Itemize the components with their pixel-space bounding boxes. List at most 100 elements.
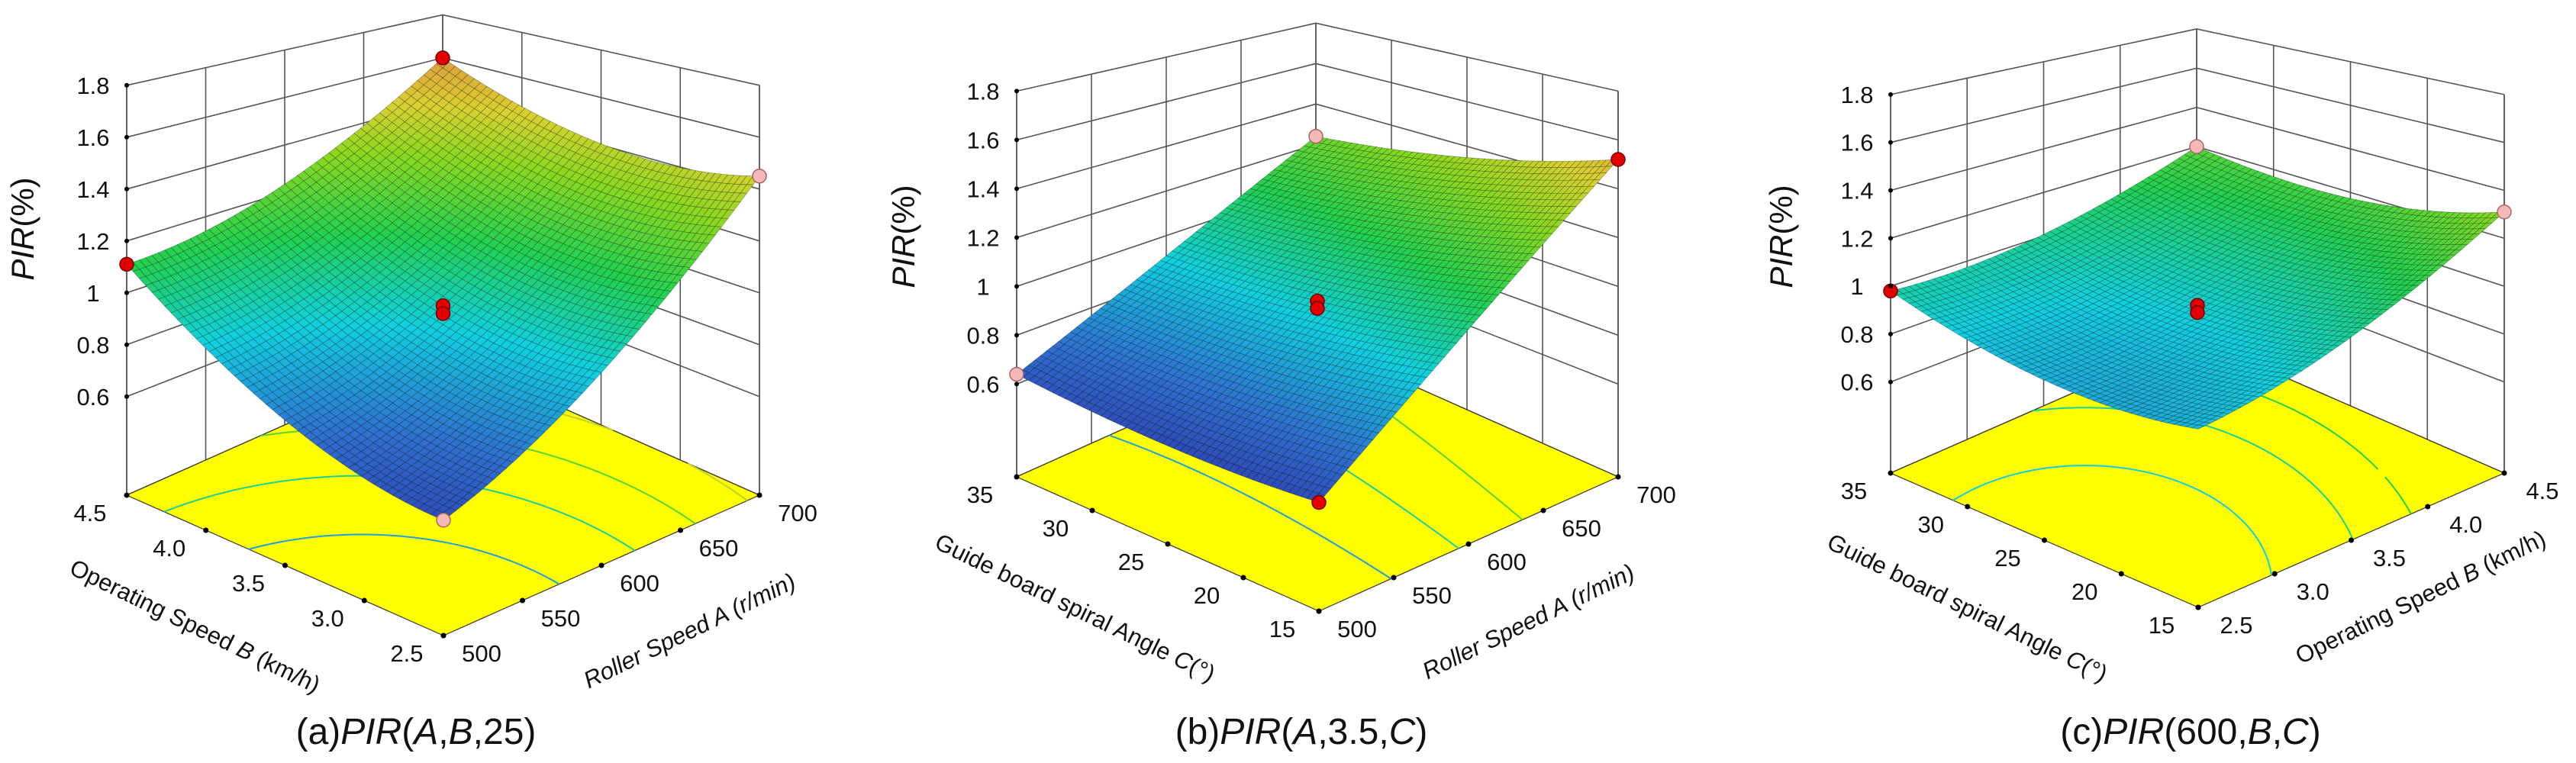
surface-cell bbox=[1389, 363, 1404, 372]
surface-cell bbox=[1515, 239, 1529, 247]
surface-cell bbox=[1124, 313, 1137, 321]
surface-cell bbox=[1190, 294, 1204, 302]
surface-cell bbox=[1479, 264, 1493, 272]
surface-cell bbox=[328, 407, 343, 417]
surface-cell bbox=[449, 438, 463, 448]
surface-cell bbox=[1401, 335, 1415, 343]
surface-cell bbox=[418, 504, 432, 513]
surface-cell bbox=[467, 208, 482, 219]
surface-cell bbox=[1333, 202, 1348, 211]
surface-cell bbox=[259, 265, 273, 275]
surface-cell bbox=[405, 473, 419, 483]
surface-cell bbox=[1449, 220, 1462, 228]
surface-cell bbox=[1249, 196, 1263, 204]
surface-cell bbox=[682, 169, 697, 179]
surface-cell bbox=[1311, 323, 1324, 331]
surface-cell bbox=[1539, 206, 1553, 214]
surface-cell bbox=[543, 322, 558, 332]
surface-cell bbox=[1113, 416, 1127, 425]
surface-cell bbox=[335, 403, 350, 413]
surface-cell bbox=[563, 381, 577, 391]
surface-cell bbox=[1165, 257, 1179, 266]
surface-cell bbox=[537, 282, 552, 293]
surface-cell bbox=[1330, 381, 1343, 391]
surface-cell bbox=[1467, 242, 1481, 250]
surface-cell bbox=[1359, 397, 1373, 406]
surface-cell bbox=[1497, 245, 1511, 253]
surface-cell bbox=[392, 177, 406, 188]
surface-cell bbox=[607, 261, 621, 272]
surface-cell bbox=[632, 240, 646, 251]
surface-cell bbox=[1220, 356, 1234, 365]
z-tick-mark bbox=[124, 342, 129, 347]
surface-cell bbox=[1203, 437, 1217, 447]
surface-cell bbox=[405, 457, 419, 466]
panel-caption-part: PIR bbox=[340, 712, 401, 752]
surface-cell bbox=[1257, 407, 1271, 417]
surface-cell bbox=[278, 204, 292, 214]
surface-cell bbox=[467, 198, 482, 209]
surface-cell bbox=[1279, 210, 1294, 218]
surface-cell bbox=[1335, 359, 1349, 369]
surface-cell bbox=[1423, 159, 1438, 167]
surface-cell bbox=[221, 314, 235, 325]
surface-cell bbox=[1378, 353, 1391, 362]
panel-caption: (a)PIR(A,B,25) bbox=[296, 712, 537, 752]
surface-cell bbox=[430, 385, 444, 395]
surface-cell bbox=[619, 162, 634, 172]
surface-cell bbox=[1509, 211, 1523, 219]
surface-cell bbox=[556, 344, 571, 354]
surface-cell bbox=[499, 196, 514, 208]
surface-cell bbox=[417, 215, 431, 226]
surface-cell bbox=[1329, 327, 1343, 336]
surface-cell bbox=[537, 291, 552, 302]
surface-cell bbox=[468, 487, 482, 496]
left-axis-tick-mark bbox=[361, 597, 367, 604]
surface-cell bbox=[164, 285, 178, 295]
surface-cell bbox=[530, 241, 545, 253]
surface-cell bbox=[1406, 169, 1420, 177]
surface-cell bbox=[1546, 226, 1559, 234]
surface-cell bbox=[1394, 156, 1407, 163]
surface-cell bbox=[1046, 353, 1059, 362]
surface-cell bbox=[1369, 165, 1384, 172]
surface-cell bbox=[1261, 186, 1275, 194]
surface-cell bbox=[531, 353, 545, 363]
surface-cell bbox=[1436, 212, 1450, 220]
surface-cell bbox=[1227, 374, 1240, 383]
z-tick-label: 1 bbox=[86, 280, 99, 307]
surface-cell bbox=[265, 365, 279, 375]
surface-cell bbox=[1352, 168, 1365, 175]
surface-cell bbox=[1412, 216, 1427, 224]
surface-cell bbox=[1268, 282, 1282, 291]
surface-cell bbox=[1376, 258, 1391, 266]
surface-cell bbox=[372, 193, 387, 204]
surface-cell bbox=[297, 269, 311, 281]
surface-cell bbox=[1275, 439, 1289, 449]
surface-cell bbox=[1425, 324, 1440, 333]
surface-cell bbox=[1333, 183, 1347, 191]
contour-line bbox=[1108, 434, 1392, 580]
surface-cell bbox=[1143, 388, 1156, 398]
surface-cell bbox=[208, 245, 222, 256]
surface-cell bbox=[1485, 165, 1498, 172]
surface-cell bbox=[1309, 172, 1323, 180]
surface-cell bbox=[379, 353, 393, 363]
surface-cell bbox=[1179, 436, 1193, 446]
surface-cell bbox=[1407, 256, 1420, 264]
surface-cell bbox=[556, 195, 570, 206]
surface-cell bbox=[657, 237, 672, 247]
surface-cell bbox=[461, 320, 476, 330]
surface-cell bbox=[328, 227, 343, 239]
surface-cell bbox=[316, 324, 330, 335]
surface-cell bbox=[385, 394, 400, 404]
surface-cell bbox=[682, 258, 697, 268]
surface-cell bbox=[511, 183, 526, 195]
right-axis-tick-label: 600 bbox=[620, 570, 659, 597]
contour-line bbox=[248, 533, 560, 585]
surface-cell bbox=[1551, 213, 1565, 221]
surface-cell bbox=[1449, 227, 1462, 235]
surface-cell bbox=[1388, 232, 1402, 240]
surface-cell bbox=[1165, 271, 1179, 279]
surface-cell bbox=[1503, 204, 1517, 212]
